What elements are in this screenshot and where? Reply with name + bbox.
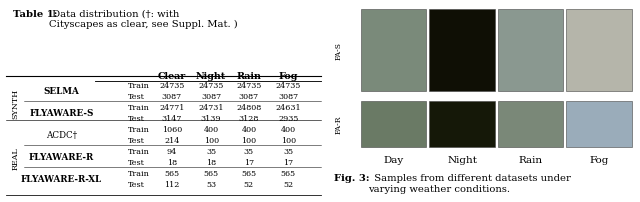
Text: 565: 565 — [241, 169, 257, 177]
FancyBboxPatch shape — [498, 10, 563, 91]
Text: Test: Test — [127, 180, 145, 188]
Text: ACDC†: ACDC† — [46, 130, 77, 139]
Text: Train: Train — [127, 169, 150, 177]
Text: 24808: 24808 — [236, 103, 262, 111]
Text: 17: 17 — [244, 158, 254, 166]
Text: 100: 100 — [241, 136, 257, 144]
Text: 52: 52 — [284, 180, 293, 188]
FancyBboxPatch shape — [498, 101, 563, 147]
Text: Train: Train — [127, 103, 150, 111]
Text: 24631: 24631 — [275, 103, 301, 111]
Text: 565: 565 — [164, 169, 179, 177]
FancyBboxPatch shape — [361, 10, 426, 91]
FancyBboxPatch shape — [429, 101, 495, 147]
Text: Fog: Fog — [278, 72, 298, 81]
Text: Test: Test — [127, 158, 145, 166]
Text: FA-R: FA-R — [334, 115, 342, 134]
Text: 24731: 24731 — [198, 103, 224, 111]
Text: Night: Night — [447, 155, 477, 164]
Text: 3128: 3128 — [239, 114, 259, 122]
Text: 1060: 1060 — [162, 125, 182, 133]
Text: 94: 94 — [166, 147, 177, 155]
Text: 17: 17 — [284, 158, 293, 166]
FancyBboxPatch shape — [361, 101, 426, 147]
Text: 24735: 24735 — [236, 81, 262, 89]
FancyBboxPatch shape — [566, 101, 632, 147]
Text: Fog: Fog — [589, 155, 609, 164]
Text: 24735: 24735 — [159, 81, 184, 89]
FancyBboxPatch shape — [566, 10, 632, 91]
Text: 18: 18 — [166, 158, 177, 166]
Text: Test: Test — [127, 136, 145, 144]
Text: 3087: 3087 — [239, 93, 259, 100]
Text: Samples from different datasets under
varying weather conditions.: Samples from different datasets under va… — [368, 173, 571, 194]
Text: 35: 35 — [244, 147, 254, 155]
Text: SYNTH: SYNTH — [12, 88, 19, 119]
Text: FLYAWARE-R: FLYAWARE-R — [29, 152, 94, 161]
Text: 24735: 24735 — [276, 81, 301, 89]
Text: 565: 565 — [204, 169, 219, 177]
Text: FA-S: FA-S — [334, 42, 342, 60]
Text: Train: Train — [127, 147, 150, 155]
FancyBboxPatch shape — [429, 10, 495, 91]
Text: Train: Train — [127, 125, 150, 133]
Text: 24771: 24771 — [159, 103, 184, 111]
Text: SELMA: SELMA — [44, 86, 79, 95]
Text: Test: Test — [127, 114, 145, 122]
Text: Day: Day — [383, 155, 404, 164]
Text: 112: 112 — [164, 180, 179, 188]
Text: 3087: 3087 — [278, 93, 298, 100]
Text: 35: 35 — [206, 147, 216, 155]
Text: 3087: 3087 — [201, 93, 221, 100]
Text: Fig. 3:: Fig. 3: — [333, 173, 369, 182]
Text: REAL: REAL — [12, 147, 19, 170]
Text: 100: 100 — [204, 136, 219, 144]
Text: Table 1:: Table 1: — [13, 10, 57, 19]
Text: 52: 52 — [244, 180, 254, 188]
Text: 100: 100 — [281, 136, 296, 144]
Text: Clear: Clear — [157, 72, 186, 81]
Text: Rain: Rain — [518, 155, 543, 164]
Text: Test: Test — [127, 93, 145, 100]
Text: Train: Train — [127, 81, 150, 89]
Text: 214: 214 — [164, 136, 179, 144]
Text: Night: Night — [196, 72, 227, 81]
Text: 400: 400 — [241, 125, 257, 133]
Text: 35: 35 — [284, 147, 293, 155]
Text: 3147: 3147 — [161, 114, 182, 122]
Text: 565: 565 — [281, 169, 296, 177]
Text: 400: 400 — [204, 125, 219, 133]
Text: 24735: 24735 — [198, 81, 224, 89]
Text: 18: 18 — [206, 158, 216, 166]
Text: 2935: 2935 — [278, 114, 298, 122]
Text: FLYAWARE-S: FLYAWARE-S — [29, 108, 93, 117]
Text: 3087: 3087 — [162, 93, 182, 100]
Text: 3139: 3139 — [201, 114, 221, 122]
Text: Rain: Rain — [236, 72, 261, 81]
Text: 53: 53 — [206, 180, 216, 188]
Text: 400: 400 — [281, 125, 296, 133]
Text: Data distribution (†: with
Cityscapes as clear, see Suppl. Mat. ): Data distribution (†: with Cityscapes as… — [49, 10, 237, 29]
Text: FLYAWARE-R-XL: FLYAWARE-R-XL — [21, 174, 102, 183]
